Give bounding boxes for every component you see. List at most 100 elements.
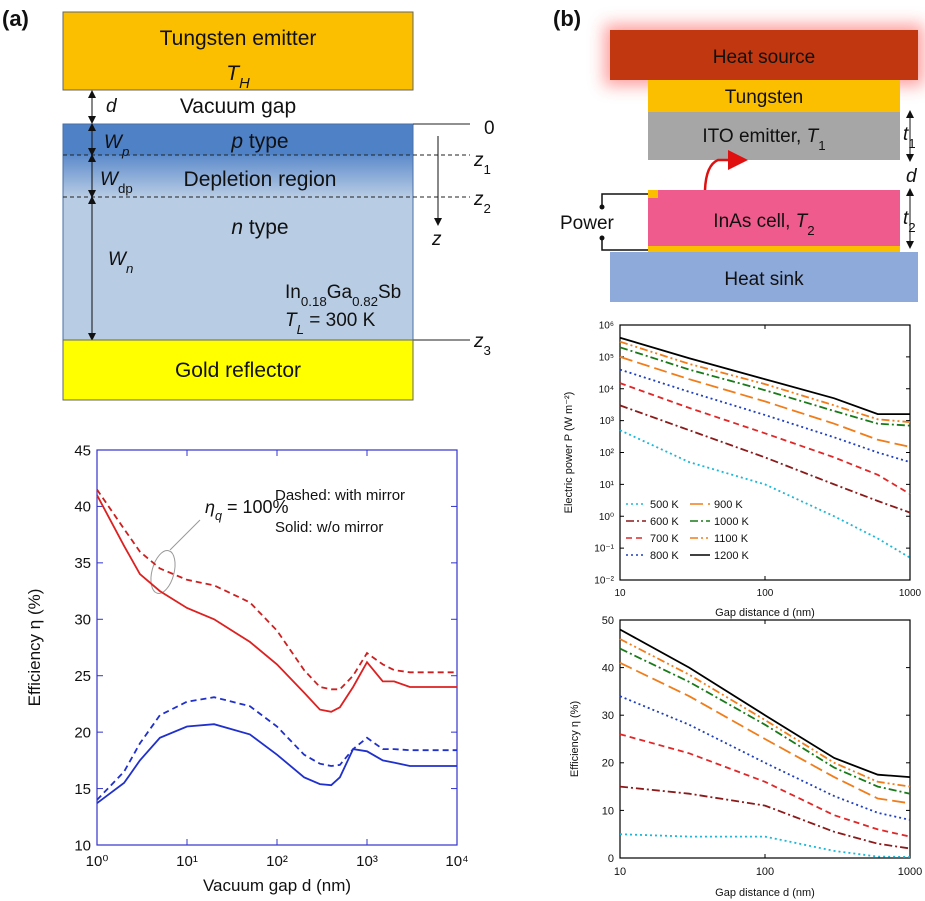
legend-label: 500 K [650,499,679,511]
x-tick-label: 100 [757,588,774,599]
emitter-temp: TH [226,62,250,92]
source-label: Heat source [713,47,815,68]
emitter-label: Tungsten emitter [160,27,317,50]
series-line [619,404,911,514]
gap-label: d [906,166,918,187]
series-line [619,628,911,778]
y-tick-label: 30 [602,710,614,722]
x-tick-label: 10³ [356,853,378,870]
series-line [619,336,910,415]
n-label: n type [231,216,288,239]
annotation-ellipse [150,550,176,594]
series-line [619,340,911,423]
y-tick-label: 40 [74,499,91,516]
gap-label: Vacuum gap [180,95,296,118]
wp-label: Wp [104,132,129,159]
series-line [96,494,457,713]
wdp-label: Wdp [100,169,133,196]
y-tick-label: 30 [74,612,91,629]
x-axis-label: Vacuum gap d (nm) [203,876,351,895]
reflector-label: Gold reflector [175,359,301,382]
ito-box [648,112,900,160]
x-tick-label: 10⁴ [445,853,468,870]
terminal [599,235,605,241]
depth-tick: 0 [484,118,495,139]
annotation: Solid: w/o mirror [275,519,383,536]
series-line [619,785,911,850]
legend-label: 700 K [650,533,679,545]
x-tick-label: 10 [614,588,626,599]
heat-arrow [703,150,748,191]
x-axis-label: Gap distance d (nm) [715,607,815,619]
series-line [619,356,911,448]
y-tick-label: 10² [600,448,615,459]
depth-tick: z2 [473,189,491,216]
y-tick-label: 50 [602,615,614,627]
depth-tick: z1 [473,150,491,177]
y-tick-label: 10 [602,805,614,817]
y-tick-label: 10⁵ [599,352,614,363]
series-line [619,638,911,788]
terminal [599,204,605,210]
lattice-temp: TL = 300 K [285,310,376,337]
y-tick-label: 45 [74,442,91,459]
x-tick-label: 100 [756,866,774,878]
power-label: Power [560,213,615,234]
series-line [619,733,911,838]
y-tick-label: 40 [602,662,614,674]
legend-label: 1200 K [714,550,750,562]
y-tick-label: 25 [74,668,91,685]
series-line [96,723,457,804]
legend-label: 900 K [714,499,743,511]
y-tick-label: 10⁴ [599,384,614,395]
x-tick-label: 1000 [898,866,922,878]
x-tick-label: 10⁰ [86,853,109,870]
y-tick-label: 0 [608,853,614,865]
series-line [619,647,911,795]
series-line [96,488,457,691]
y-tick-label: 15 [74,781,91,798]
contact [648,190,658,198]
series-line [619,368,911,463]
y-tick-label: 10³ [600,416,615,427]
legend-label: 1000 K [714,516,750,528]
y-tick-label: 20 [74,724,91,741]
x-axis-label: Gap distance d (nm) [715,887,815,899]
t1-label: t1 [903,124,916,151]
z-label: z [431,229,442,250]
x-tick-label: 10 [614,866,626,878]
contact [648,246,900,252]
y-tick-label: 10⁶ [599,321,614,332]
annotation-leader [169,519,201,551]
ito-label: ITO emitter, T1 [702,126,825,153]
depletion-label: Depletion region [184,168,337,191]
tungsten-box [648,80,900,112]
series-line [96,696,457,801]
x-tick-label: 10¹ [176,853,198,870]
series-line [619,661,911,805]
legend-label: 600 K [650,516,679,528]
y-tick-label: 20 [602,758,614,770]
series-line [619,382,911,495]
series-line [619,346,911,427]
y-tick-label: 10⁻¹ [594,544,614,555]
p-label: p type [230,130,288,153]
y-axis-label: Efficiency η (%) [569,701,581,777]
cell-label: InAs cell, T2 [713,211,814,238]
material-label: In0.18Ga0.82Sb [285,282,401,309]
p-layer [63,124,413,155]
cell-box [648,190,900,247]
series-line [619,429,911,559]
n-layer [63,197,413,340]
y-tick-label: 10⁻² [594,576,614,587]
x-tick-label: 10² [266,853,288,870]
x-tick-label: 1000 [899,588,922,599]
series-line [619,833,911,858]
panel-label: (a) [2,6,29,31]
gap-symbol: d [106,96,118,117]
wire [601,193,648,251]
y-tick-label: 35 [74,555,91,572]
tungsten-label: Tungsten [725,87,804,108]
t2-label: t2 [903,208,916,235]
